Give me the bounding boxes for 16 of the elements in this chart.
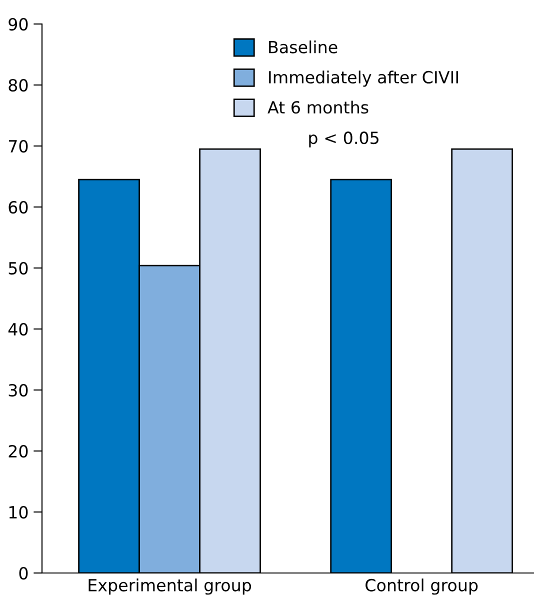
x-tick-label: Experimental group <box>88 578 252 595</box>
legend-label: At 6 months <box>268 100 368 114</box>
y-tick-label: 10 <box>9 506 28 519</box>
legend-label: Immediately after CIVII <box>269 70 458 87</box>
legend-label: Baseline <box>269 40 338 54</box>
y-tick-label: 70 <box>8 140 28 153</box>
y-tick-label: 50 <box>8 262 28 275</box>
y-tick-label: 0 <box>19 566 28 580</box>
annotation: p < 0.05 <box>309 132 378 148</box>
y-tick-label: 40 <box>8 322 28 336</box>
y-tick-label: 30 <box>8 384 28 397</box>
y-tick-label: 90 <box>8 18 28 31</box>
x-tick-label: Control group <box>366 578 478 595</box>
y-tick-label: 80 <box>8 78 28 92</box>
y-tick-label: 60 <box>8 200 28 214</box>
y-tick-label: 20 <box>8 444 28 458</box>
